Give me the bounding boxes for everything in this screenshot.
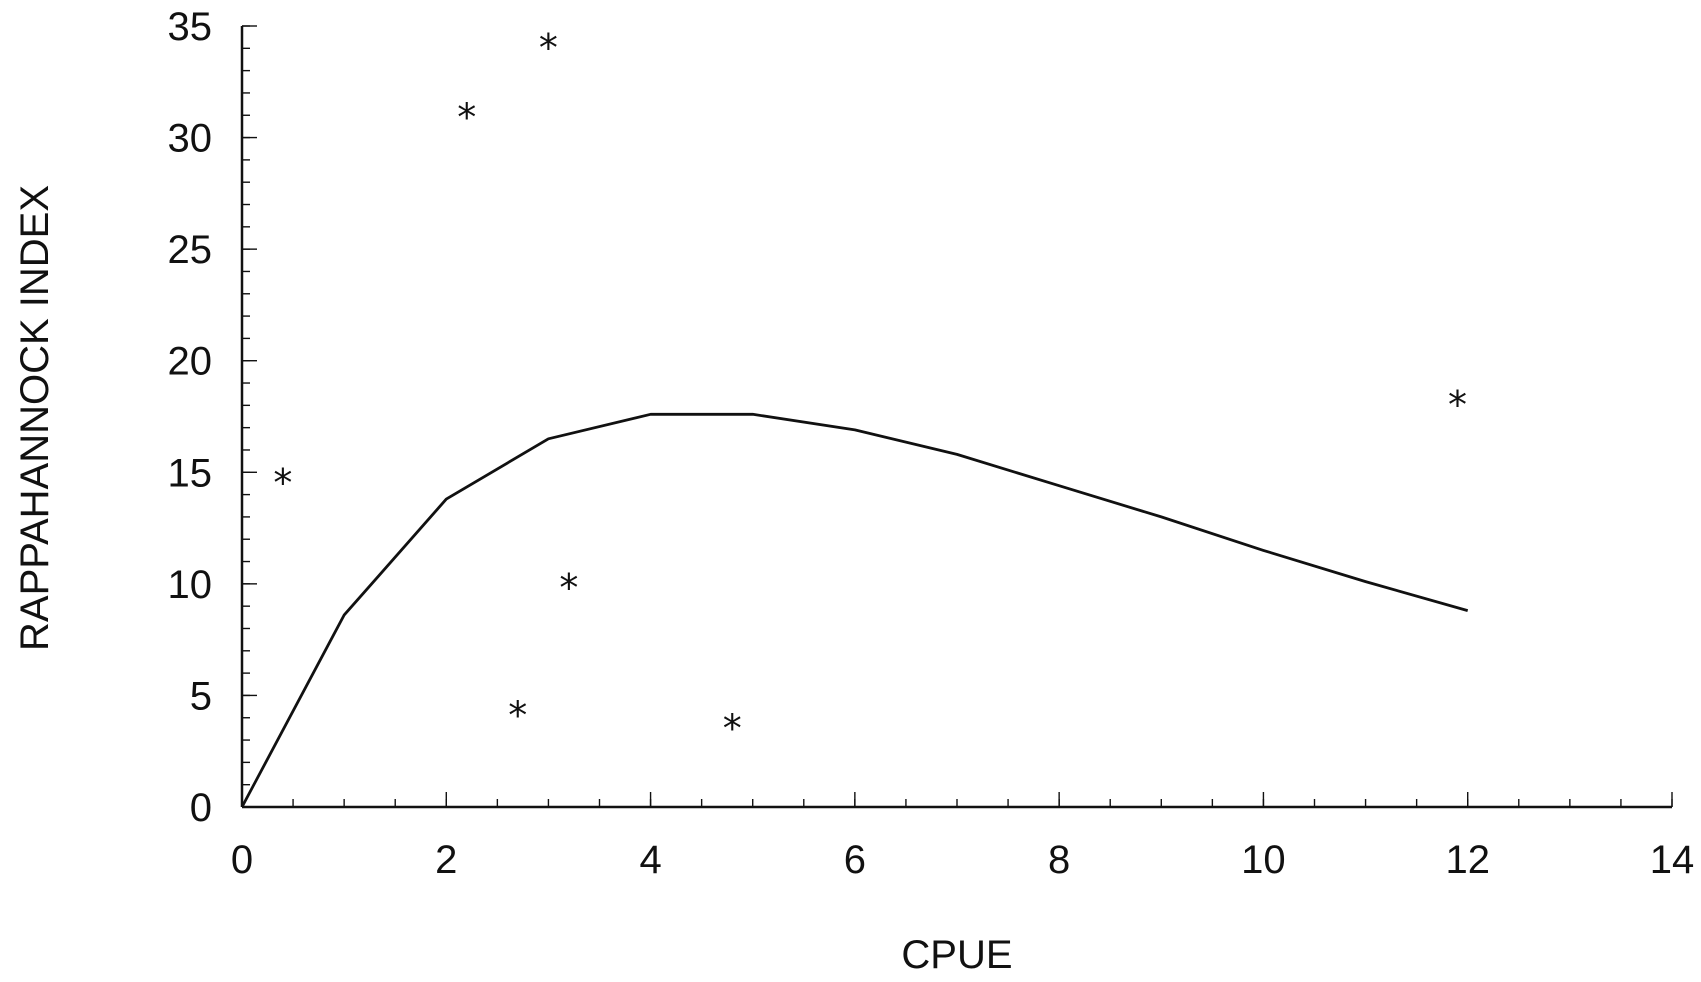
y-tick-labels: 0 5 10 15 20 25 30 35 <box>168 5 213 830</box>
data-point: * <box>559 566 578 610</box>
data-point: * <box>1448 383 1467 427</box>
data-point: * <box>457 95 476 139</box>
y-tick-label: 25 <box>168 228 213 272</box>
x-tick-label: 8 <box>1048 838 1070 882</box>
data-point: * <box>539 26 558 70</box>
y-tick-label: 5 <box>190 674 212 718</box>
major-ticks <box>241 25 1673 808</box>
x-tick-label: 14 <box>1650 838 1695 882</box>
x-tick-label: 10 <box>1241 838 1286 882</box>
data-point: * <box>723 707 742 751</box>
y-tick-label: 35 <box>168 5 213 49</box>
x-axis-title: CPUE <box>901 933 1012 977</box>
y-axis-title: RAPPAHANNOCK INDEX <box>13 185 57 651</box>
x-tick-label: 4 <box>639 838 661 882</box>
y-tick-label: 10 <box>168 563 213 607</box>
fit-line <box>240 412 1469 808</box>
y-tick-label: 0 <box>190 786 212 830</box>
data-point: * <box>508 693 527 737</box>
data-point: * <box>273 461 292 505</box>
x-tick-labels: 0 2 4 6 8 10 12 14 <box>231 838 1694 882</box>
y-tick-label: 20 <box>168 340 213 384</box>
x-tick-label: 0 <box>231 838 253 882</box>
y-tick-label: 15 <box>168 451 213 495</box>
x-tick-label: 6 <box>844 838 866 882</box>
y-tick-label: 30 <box>168 117 213 161</box>
scatter-points: * * * * * * * <box>273 26 1467 751</box>
x-tick-label: 12 <box>1445 838 1490 882</box>
x-tick-label: 2 <box>435 838 457 882</box>
